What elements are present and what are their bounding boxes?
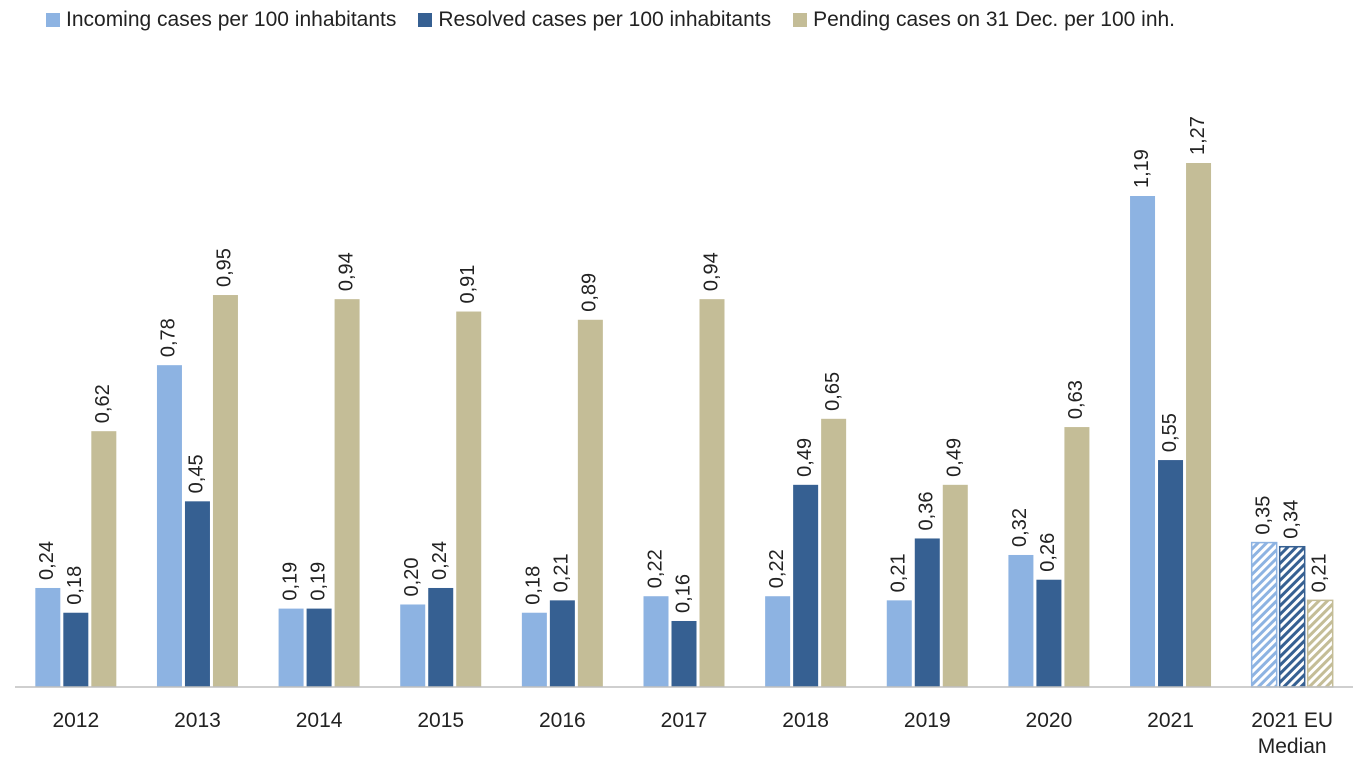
bar	[1306, 599, 1334, 688]
bar	[334, 299, 360, 687]
data-label: 0,63	[1065, 380, 1087, 419]
data-label: 0,62	[92, 384, 114, 423]
data-label: 0,35	[1252, 496, 1274, 535]
legend-swatch	[793, 13, 808, 27]
data-label: 0,16	[672, 574, 694, 613]
data-label: 0,55	[1159, 413, 1181, 452]
bar	[765, 596, 791, 687]
bar	[521, 612, 547, 687]
x-tick-label: 2018	[782, 709, 829, 732]
bar	[699, 299, 725, 687]
data-label: 0,21	[1308, 553, 1330, 592]
bar	[35, 587, 61, 687]
legend-swatch	[46, 13, 60, 27]
bar	[1158, 460, 1184, 687]
data-label: 0,21	[888, 553, 910, 592]
x-tick-label: 2013	[174, 709, 221, 732]
legend: Incoming cases per 100 inhabitants Resolv…	[46, 8, 1175, 32]
legend-label: Pending cases on 31 Dec. per 100 inh.	[813, 8, 1176, 31]
data-label: 0,49	[794, 438, 816, 477]
data-label: 0,18	[64, 566, 86, 605]
bar	[549, 600, 575, 687]
bar	[671, 620, 697, 687]
data-label: 0,24	[429, 541, 451, 580]
bar	[156, 365, 182, 687]
x-tick-label: 2019	[903, 709, 951, 732]
x-tick-label: 2016	[539, 709, 586, 732]
legend-item: Incoming cases per 100 inhabitants	[46, 8, 396, 32]
legend-label: Resolved cases per 100 inhabitants	[438, 8, 772, 31]
data-label: 0,26	[1037, 533, 1059, 572]
bar	[278, 608, 304, 687]
data-label: 0,19	[307, 562, 329, 601]
bar	[184, 501, 210, 687]
bar	[212, 295, 238, 687]
bar	[306, 608, 332, 687]
data-label: 0,21	[551, 553, 573, 592]
data-label: 0,91	[457, 265, 479, 304]
data-label: 0,22	[644, 549, 666, 588]
bar	[91, 431, 117, 687]
data-label: 0,36	[916, 492, 938, 531]
bar	[821, 418, 847, 687]
bar	[1250, 541, 1278, 688]
x-tick-label: 2012	[52, 709, 100, 732]
data-label: 0,22	[766, 549, 788, 588]
data-label: 0,45	[186, 454, 208, 493]
bar	[63, 612, 89, 687]
bar	[1186, 162, 1212, 688]
data-label: 1,19	[1131, 149, 1153, 188]
data-label: 0,24	[36, 541, 58, 580]
bar	[577, 319, 603, 687]
data-label: 0,19	[279, 562, 301, 601]
legend-label: Incoming cases per 100 inhabitants	[66, 8, 397, 31]
x-tick-label: 2020	[1025, 709, 1073, 732]
legend-item: Resolved cases per 100 inhabitants	[418, 8, 771, 32]
data-label: 0,94	[700, 252, 722, 291]
data-label: 0,20	[401, 558, 423, 597]
x-tick-label: 2021 EU Median	[1251, 709, 1334, 758]
bar	[456, 311, 482, 687]
bar	[643, 596, 669, 687]
data-label: 0,95	[214, 248, 236, 287]
data-label: 0,89	[579, 273, 601, 312]
bar	[1036, 579, 1062, 687]
x-tick-label: 2014	[295, 709, 343, 732]
bar	[400, 604, 426, 687]
data-label: 0,32	[1009, 508, 1031, 547]
bar	[1130, 196, 1156, 688]
data-label: 0,18	[523, 566, 545, 605]
bar	[428, 587, 454, 687]
bar	[793, 484, 819, 687]
bar	[1008, 554, 1034, 687]
bar	[942, 484, 968, 687]
data-label: 0,94	[335, 252, 357, 291]
x-tick-label: 2017	[660, 709, 708, 732]
x-tick-label: 2015	[417, 709, 465, 732]
bar	[914, 538, 940, 687]
bar	[1064, 427, 1090, 687]
data-label: 1,27	[1187, 116, 1209, 155]
legend-item: Pending cases on 31 Dec. per 100 inh.	[793, 8, 1175, 32]
legend-swatch	[418, 13, 433, 27]
data-label: 0,78	[158, 318, 180, 357]
data-label: 0,34	[1280, 500, 1302, 539]
data-label: 0,65	[822, 372, 844, 411]
data-label: 0,49	[944, 438, 966, 477]
bar	[886, 600, 912, 687]
x-tick-label: 2021	[1147, 709, 1194, 732]
bar	[1278, 545, 1306, 688]
